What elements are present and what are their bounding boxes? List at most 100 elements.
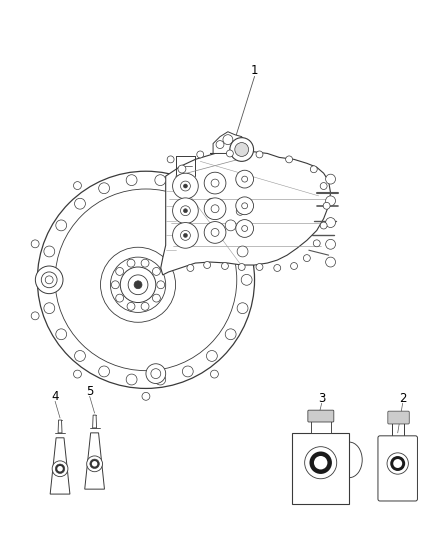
Circle shape bbox=[242, 203, 247, 209]
Circle shape bbox=[52, 461, 68, 477]
Circle shape bbox=[325, 217, 336, 228]
Circle shape bbox=[204, 172, 226, 194]
Circle shape bbox=[230, 138, 254, 161]
Circle shape bbox=[111, 281, 119, 289]
Circle shape bbox=[178, 165, 186, 173]
Circle shape bbox=[44, 303, 55, 313]
FancyBboxPatch shape bbox=[388, 411, 409, 424]
Circle shape bbox=[226, 150, 233, 157]
Circle shape bbox=[223, 135, 233, 144]
Polygon shape bbox=[85, 433, 105, 489]
Circle shape bbox=[44, 246, 55, 257]
Circle shape bbox=[325, 174, 336, 184]
Circle shape bbox=[151, 369, 161, 378]
Circle shape bbox=[90, 459, 99, 469]
Circle shape bbox=[37, 171, 254, 389]
Circle shape bbox=[40, 274, 51, 285]
Text: 4: 4 bbox=[51, 390, 59, 403]
Circle shape bbox=[127, 302, 135, 310]
Circle shape bbox=[101, 247, 176, 322]
Circle shape bbox=[173, 173, 198, 199]
Circle shape bbox=[393, 459, 402, 468]
Circle shape bbox=[173, 198, 198, 223]
Circle shape bbox=[146, 364, 166, 384]
Circle shape bbox=[211, 229, 219, 237]
Circle shape bbox=[157, 281, 165, 289]
Text: 1: 1 bbox=[251, 64, 258, 77]
Circle shape bbox=[31, 240, 39, 248]
Circle shape bbox=[325, 196, 336, 206]
Circle shape bbox=[274, 264, 281, 271]
Circle shape bbox=[238, 263, 245, 270]
Circle shape bbox=[56, 220, 67, 231]
Circle shape bbox=[225, 329, 236, 340]
Circle shape bbox=[256, 151, 263, 158]
Circle shape bbox=[325, 257, 336, 267]
Circle shape bbox=[35, 266, 63, 294]
Circle shape bbox=[141, 259, 149, 267]
Circle shape bbox=[155, 374, 166, 385]
FancyBboxPatch shape bbox=[292, 433, 350, 504]
Circle shape bbox=[236, 207, 244, 215]
Circle shape bbox=[286, 156, 293, 163]
Circle shape bbox=[55, 464, 65, 473]
Circle shape bbox=[187, 264, 194, 271]
Circle shape bbox=[99, 366, 110, 377]
Polygon shape bbox=[161, 151, 331, 275]
Circle shape bbox=[184, 233, 187, 237]
Circle shape bbox=[237, 303, 248, 313]
Circle shape bbox=[116, 268, 124, 276]
Circle shape bbox=[390, 456, 405, 471]
Circle shape bbox=[325, 239, 336, 249]
Text: 2: 2 bbox=[399, 392, 406, 405]
Circle shape bbox=[241, 274, 252, 285]
Circle shape bbox=[236, 220, 254, 237]
Circle shape bbox=[320, 222, 327, 229]
Circle shape bbox=[74, 182, 81, 190]
Circle shape bbox=[127, 259, 135, 267]
Circle shape bbox=[110, 257, 166, 312]
Circle shape bbox=[152, 294, 160, 302]
Circle shape bbox=[99, 183, 110, 193]
Circle shape bbox=[311, 166, 317, 173]
Circle shape bbox=[320, 183, 327, 190]
Circle shape bbox=[387, 453, 408, 474]
Text: 3: 3 bbox=[318, 392, 325, 405]
Circle shape bbox=[92, 461, 97, 466]
Circle shape bbox=[31, 312, 39, 320]
Circle shape bbox=[313, 240, 320, 247]
Circle shape bbox=[173, 223, 198, 248]
Circle shape bbox=[182, 366, 193, 377]
Circle shape bbox=[180, 181, 191, 191]
Circle shape bbox=[41, 272, 57, 288]
Circle shape bbox=[184, 184, 187, 188]
Circle shape bbox=[236, 197, 254, 215]
FancyBboxPatch shape bbox=[311, 421, 331, 433]
Circle shape bbox=[142, 392, 150, 400]
Circle shape bbox=[314, 456, 328, 470]
Circle shape bbox=[167, 156, 174, 163]
Circle shape bbox=[242, 225, 247, 231]
Circle shape bbox=[256, 263, 263, 270]
Circle shape bbox=[55, 189, 237, 370]
Circle shape bbox=[225, 220, 236, 231]
Circle shape bbox=[126, 374, 137, 385]
Circle shape bbox=[304, 255, 311, 262]
Circle shape bbox=[206, 351, 217, 361]
Polygon shape bbox=[92, 415, 96, 428]
Circle shape bbox=[56, 329, 67, 340]
Circle shape bbox=[211, 205, 219, 213]
Circle shape bbox=[152, 268, 160, 276]
FancyBboxPatch shape bbox=[378, 436, 417, 501]
Circle shape bbox=[222, 263, 228, 270]
Circle shape bbox=[323, 203, 330, 209]
Circle shape bbox=[204, 222, 226, 243]
Circle shape bbox=[204, 262, 211, 269]
Circle shape bbox=[182, 183, 193, 193]
Circle shape bbox=[87, 456, 102, 472]
Circle shape bbox=[74, 198, 85, 209]
Circle shape bbox=[211, 370, 219, 378]
Circle shape bbox=[242, 176, 247, 182]
Circle shape bbox=[180, 206, 191, 216]
Circle shape bbox=[45, 276, 53, 284]
